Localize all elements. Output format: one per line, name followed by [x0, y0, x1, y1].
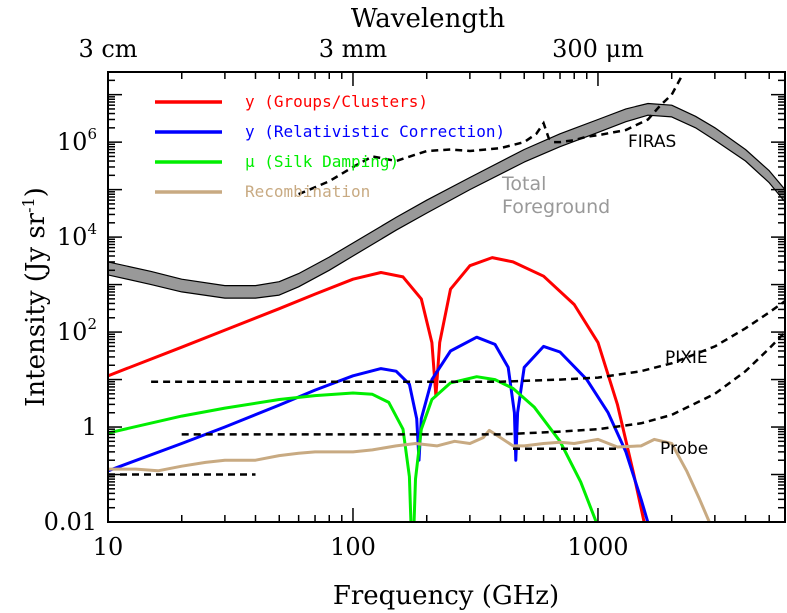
top-axis-tick-label: 3 mm — [319, 35, 388, 63]
plot-area — [108, 75, 785, 522]
y-tick-label: 104 — [57, 220, 97, 251]
y-tick-label: 1 — [82, 413, 97, 441]
legend-label-3: μ (Silk Damping) — [245, 152, 399, 171]
y-axis-title-close: ) — [21, 187, 51, 197]
series-line-3 — [108, 375, 598, 522]
legend-label-2: y (Relativistic Correction) — [245, 122, 505, 141]
axis-ticks — [107, 71, 785, 523]
x-tick-label: 10 — [93, 533, 124, 561]
sensitivity-curve-2 — [151, 300, 785, 383]
y-axis-title-superscript: -1 — [19, 197, 38, 213]
x-tick-label: 100 — [330, 533, 376, 561]
plot-frame — [107, 71, 786, 523]
x-tick-label: 1000 — [567, 533, 628, 561]
pixie-label: PIXIE — [665, 348, 708, 368]
legend-label-1: y (Groups/Clusters) — [245, 92, 428, 111]
y-tick-label: 106 — [57, 125, 97, 156]
legend: y (Groups/Clusters) y (Relativistic Corre… — [155, 92, 505, 201]
y-axis-title-main: Intensity (Jy sr — [21, 212, 51, 407]
foreground-band — [108, 102, 785, 299]
sensitivity-curve-3 — [181, 331, 785, 436]
probe-label: Probe — [660, 439, 708, 459]
tick-labels: 10 100 1000 0.01 1 102 104 106 3 cm 3 mm 300 μm — [44, 35, 645, 561]
top-axis-tick-label: 3 cm — [78, 35, 137, 63]
top-axis-title: Wavelength — [351, 4, 506, 34]
y-axis-title: Intensity (Jy sr-1) — [19, 187, 51, 407]
firas-label: FIRAS — [628, 132, 676, 152]
foreground-label-line1: Total — [501, 173, 546, 195]
x-axis-title: Frequency (GHz) — [333, 581, 559, 611]
y-tick-label: 0.01 — [44, 508, 97, 536]
y-tick-label: 102 — [57, 315, 97, 346]
top-axis-tick-label: 300 μm — [552, 35, 644, 63]
foreground-label-line2: Foreground — [502, 196, 610, 218]
legend-label-4: Recombination — [245, 182, 370, 201]
series-line-4 — [108, 428, 711, 522]
series-line-1 — [108, 256, 646, 522]
sensitivity-curve-1 — [298, 75, 684, 196]
